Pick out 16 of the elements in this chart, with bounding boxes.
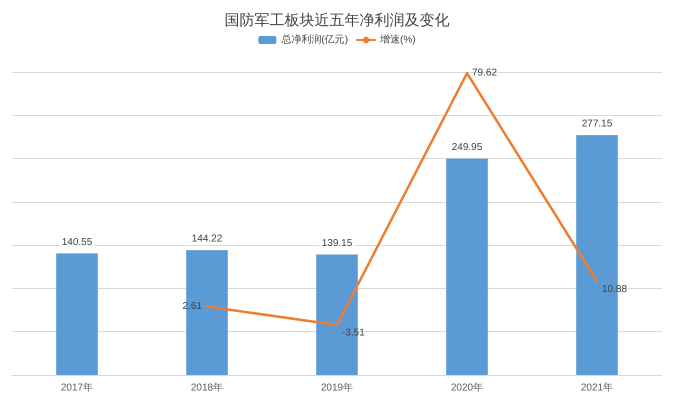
x-tick-label: 2020年 [450,382,484,394]
bar [446,158,488,375]
x-tick-label: 2017年 [60,382,94,394]
data-label: 277.15 [582,118,613,130]
data-label: 139.15 [322,238,353,250]
data-label: 249.95 [452,142,483,154]
x-tick-label: 2019年 [320,382,354,394]
data-label: 144.22 [192,234,223,245]
data-label: 79.62 [472,68,498,79]
x-tick-label: 2018年 [190,382,224,394]
data-label: 140.55 [62,236,93,248]
legend-label: 总净利润(亿元) [280,34,348,46]
bar [56,253,98,375]
x-tick-label: 2021年 [580,382,614,394]
chart-title: 国防军工板块近五年净利润及变化 [224,12,450,29]
legend-label: 增速(%) [379,34,416,46]
